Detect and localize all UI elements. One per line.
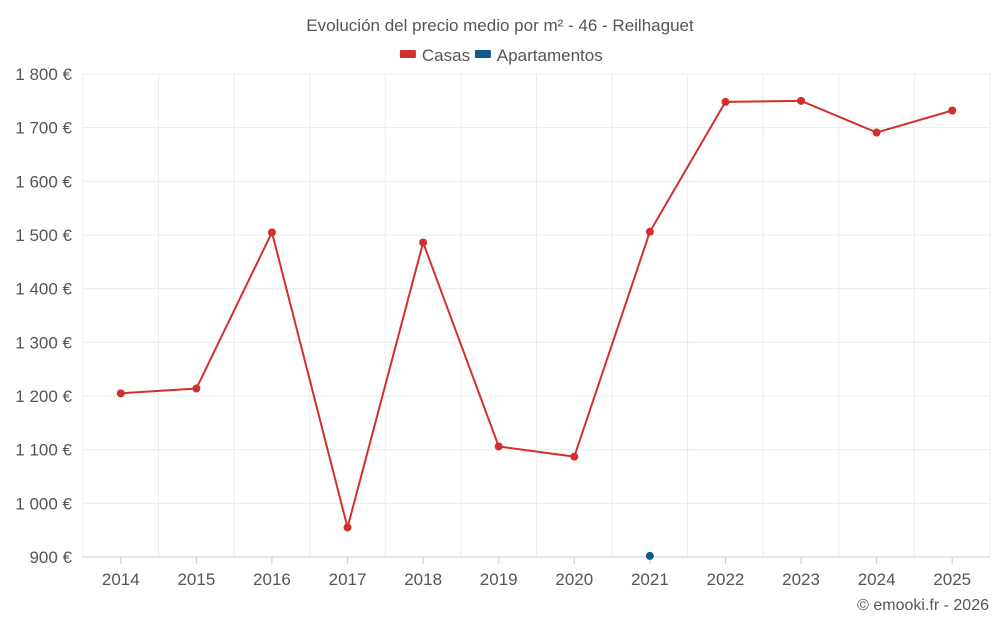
x-tick-label: 2024 [858,570,896,589]
legend-swatch [399,50,416,58]
y-tick-label: 1 200 € [15,387,72,406]
data-point-casas[interactable] [192,384,201,393]
data-point-casas[interactable] [645,227,654,236]
y-tick-label: 1 400 € [15,280,72,299]
data-point-casas[interactable] [797,96,806,105]
series-layer [116,96,957,560]
x-tick-label: 2019 [480,570,518,589]
x-tick-label: 2021 [631,570,669,589]
data-point-casas[interactable] [419,238,428,247]
x-tick-label: 2016 [253,570,291,589]
data-point-casas[interactable] [570,452,579,461]
legend-label: Casas [422,46,470,65]
x-tick-label: 2023 [782,570,820,589]
y-tick-label: 1 100 € [15,441,72,460]
data-point-casas[interactable] [116,389,125,398]
y-tick-label: 1 300 € [15,333,72,352]
y-tick-label: 1 600 € [15,172,72,191]
legend-label: Apartamentos [497,46,603,65]
data-point-casas[interactable] [494,442,503,451]
x-tick-label: 2015 [177,570,215,589]
x-tick-label: 2018 [404,570,442,589]
y-tick-label: 1 000 € [15,494,72,513]
credit-label: © emooki.fr - 2026 [857,597,989,614]
legend-item-casas[interactable]: Casas [399,46,470,65]
data-point-casas[interactable] [948,106,957,115]
chart-title: Evolución del precio medio por m² - 46 -… [306,16,694,35]
x-tick-label: 2020 [555,570,593,589]
x-tick-label: 2014 [102,570,140,589]
y-tick-label: 1 500 € [15,226,72,245]
x-tick-label: 2022 [707,570,745,589]
series-line-casas [120,99,953,532]
y-tick-label: 900 € [29,548,72,567]
grid-lines [82,73,991,558]
x-tick-label: 2025 [933,570,971,589]
legend: Casas Apartamentos [399,46,603,65]
data-point-casas[interactable] [267,228,276,237]
axes: 900 € 1 000 € 1 100 € 1 200 € 1 300 € 1 400 €… [15,65,990,589]
y-tick-label: 1 800 € [15,65,72,84]
legend-swatch [474,50,491,58]
y-tick-label: 1 700 € [15,119,72,138]
data-point-apartamentos[interactable] [645,551,654,560]
data-point-casas[interactable] [721,97,730,106]
x-tick-label: 2017 [329,570,367,589]
data-point-casas[interactable] [343,523,352,532]
data-point-casas[interactable] [872,128,881,137]
legend-item-apartamentos[interactable]: Apartamentos [474,46,603,65]
